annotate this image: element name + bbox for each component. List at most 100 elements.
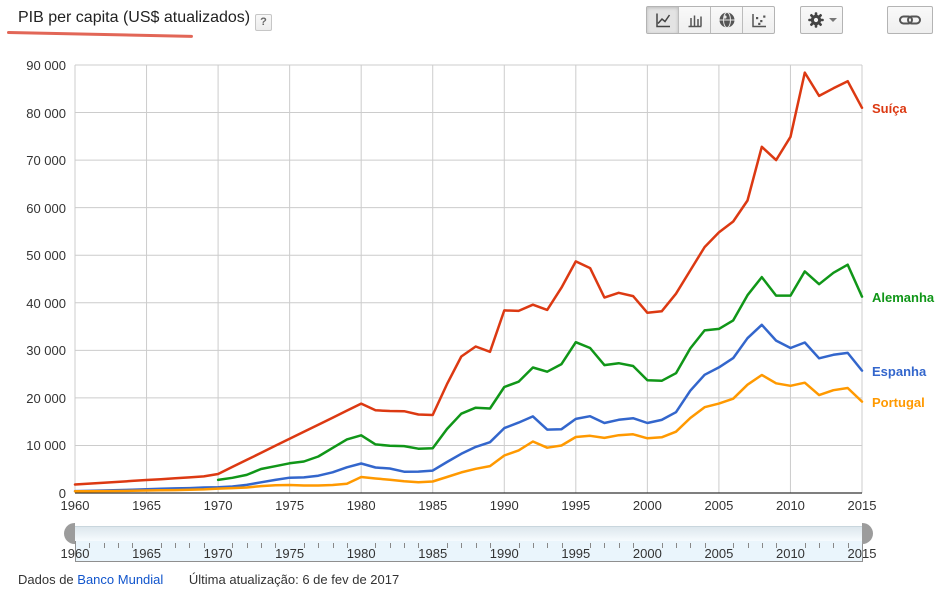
slider-tick-mark (776, 543, 778, 548)
slider-tick-mark (232, 543, 234, 548)
series-line-portugal[interactable] (73, 373, 864, 493)
series-line-espanha[interactable] (73, 323, 864, 493)
x-tick-label: 1960 (60, 498, 90, 513)
slider-tick-mark (404, 543, 406, 548)
slider-year-label: 1980 (346, 546, 376, 561)
slider-year-label: 2000 (632, 546, 662, 561)
line-chart-icon (655, 13, 670, 28)
y-tick-label: 30 000 (26, 343, 66, 359)
y-tick-label: 0 (58, 486, 66, 501)
slider-tick-mark (375, 543, 377, 548)
series-label-alemanha: Alemanha (872, 289, 935, 305)
slider-tick-mark (604, 543, 606, 548)
slider-tick-mark (318, 543, 320, 548)
slider-tick-mark (833, 543, 835, 548)
slider-tick-mark (103, 543, 105, 548)
slider-tick-mark (804, 543, 806, 548)
y-tick-label: 80 000 (26, 105, 66, 121)
slider-year-label: 1975 (275, 546, 305, 561)
slider-year-label: 2005 (704, 546, 734, 561)
slider-tick-mark (175, 543, 177, 548)
chart-type-button-group (646, 6, 775, 34)
slider-tick-mark (117, 543, 119, 548)
slider-tick-mark (761, 543, 763, 548)
slider-tick-mark (246, 543, 248, 548)
slider-tick-mark (346, 543, 348, 548)
series-line-alemanha[interactable] (216, 263, 864, 482)
source-link[interactable]: Banco Mundial (77, 572, 164, 587)
slider-tick-mark (203, 543, 205, 548)
x-tick-label: 1975 (275, 498, 305, 513)
y-tick-label: 90 000 (26, 58, 66, 73)
slider-tick-mark (261, 543, 263, 548)
slider-tick-mark (518, 543, 520, 548)
bar-chart-button[interactable] (679, 7, 711, 33)
slider-tick-mark (704, 543, 706, 548)
slider-tick-mark (590, 543, 592, 548)
slider-tick-mark (633, 543, 635, 548)
y-tick-label: 70 000 (26, 153, 66, 169)
timeline-slider-track[interactable] (75, 526, 863, 541)
slider-tick-mark (189, 543, 191, 548)
map-button[interactable] (711, 7, 743, 33)
x-tick-label: 2010 (775, 498, 805, 513)
y-tick-label: 50 000 (26, 248, 66, 264)
chevron-down-icon (828, 18, 837, 22)
globe-icon (719, 12, 734, 28)
slider-handle-start[interactable] (64, 523, 75, 544)
gear-icon (807, 12, 824, 28)
slider-handle-end[interactable] (862, 523, 873, 544)
slider-tick-mark (160, 543, 162, 548)
slider-tick-mark (747, 543, 749, 548)
x-tick-label: 1985 (418, 498, 448, 513)
slider-tick-mark (303, 543, 305, 548)
scatter-plot-button[interactable] (743, 7, 774, 33)
y-tick-label: 60 000 (26, 200, 66, 216)
slider-tick-mark (532, 543, 534, 548)
line-chart-button[interactable] (647, 7, 679, 33)
slider-tick-mark (389, 543, 391, 548)
x-tick-label: 1970 (203, 498, 233, 513)
x-tick-label: 2005 (704, 498, 734, 513)
slider-tick-mark (418, 543, 420, 548)
last-updated-text: Última atualização: 6 de fev de 2017 (188, 572, 400, 587)
x-tick-label: 1980 (346, 498, 376, 513)
timeline-slider-scale[interactable] (75, 541, 863, 562)
slider-tick-mark (489, 543, 491, 548)
footer: Dados de Banco Mundial Última atualizaçã… (18, 572, 399, 587)
slider-tick-mark (447, 543, 449, 548)
slider-tick-mark (733, 543, 735, 548)
series-label-espanha: Espanha (872, 363, 927, 379)
slider-year-label: 1960 (60, 546, 90, 561)
slider-tick-mark (547, 543, 549, 548)
series-label-portugal: Portugal (872, 394, 925, 410)
series-line-suica[interactable] (73, 71, 864, 486)
help-button[interactable]: ? (255, 14, 272, 31)
slider-tick-mark (461, 543, 463, 548)
x-tick-label: 2015 (847, 498, 877, 513)
page-title: PIB per capita (US$ atualizados) (18, 9, 251, 26)
slider-year-label: 1985 (418, 546, 448, 561)
share-link-button[interactable] (887, 6, 933, 34)
y-tick-label: 40 000 (26, 295, 66, 311)
slider-tick-mark (561, 543, 563, 548)
y-tick-label: 20 000 (26, 390, 66, 406)
slider-year-label: 1990 (489, 546, 519, 561)
slider-year-label: 2015 (847, 546, 877, 561)
x-tick-label: 1990 (489, 498, 519, 513)
slider-tick-mark (618, 543, 620, 548)
settings-button[interactable] (800, 6, 843, 34)
slider-tick-mark (475, 543, 477, 548)
y-tick-label: 10 000 (26, 438, 66, 454)
slider-year-label: 1970 (203, 546, 233, 561)
slider-tick-mark (275, 543, 277, 548)
x-tick-label: 2000 (632, 498, 662, 513)
x-tick-label: 1965 (132, 498, 161, 513)
slider-tick-mark (819, 543, 821, 548)
slider-tick-mark (847, 543, 849, 548)
slider-tick-mark (690, 543, 692, 548)
slider-year-label: 1995 (561, 546, 591, 561)
source-prefix: Dados de (18, 572, 74, 587)
